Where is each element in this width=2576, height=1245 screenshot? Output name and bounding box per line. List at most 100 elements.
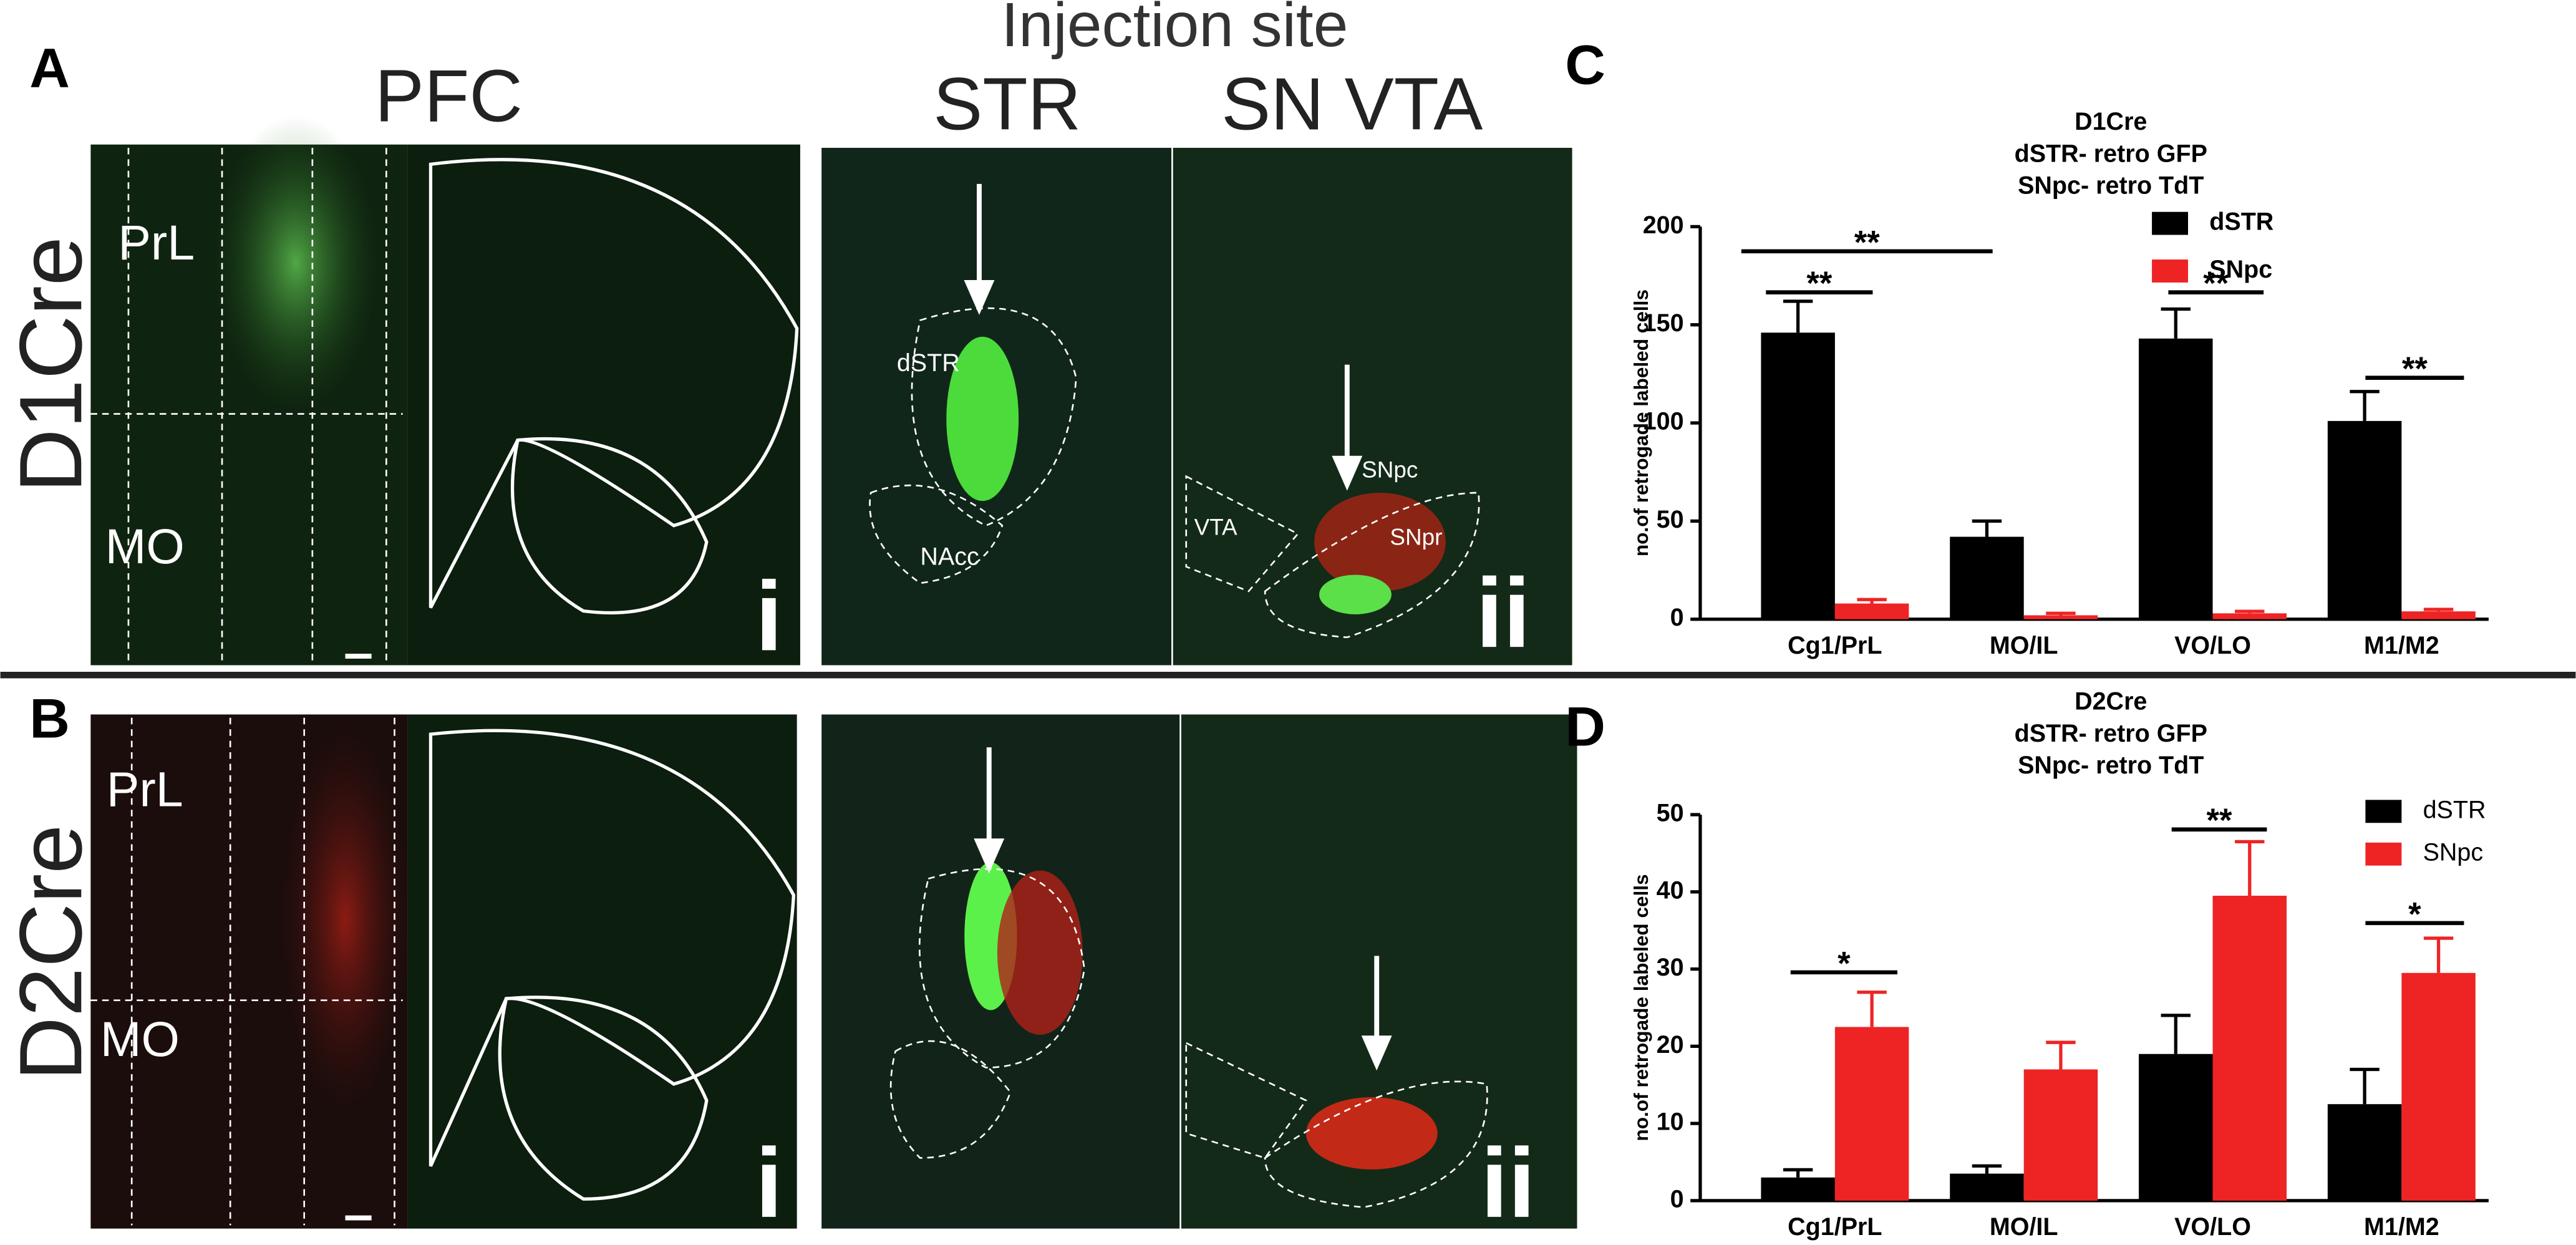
bar bbox=[2023, 1069, 2098, 1201]
bar bbox=[2327, 1104, 2402, 1201]
chart-title: SNpc- retro TdT bbox=[2018, 172, 2204, 200]
image-label: ii bbox=[1481, 1128, 1536, 1238]
column-header: SN VTA bbox=[1221, 64, 1483, 146]
chart-title: dSTR- retro GFP bbox=[2015, 720, 2207, 747]
bar bbox=[2212, 896, 2287, 1201]
significance-label: * bbox=[1838, 945, 1851, 982]
x-tick-label: MO/IL bbox=[1990, 632, 2058, 659]
error-bar bbox=[1972, 1164, 2002, 1174]
chart-title: D2Cre bbox=[2075, 687, 2147, 715]
bar bbox=[1761, 1177, 1835, 1201]
legend-label: SNpc bbox=[2209, 256, 2272, 283]
significance-label: ** bbox=[1854, 224, 1880, 261]
scale-bar bbox=[345, 1215, 372, 1221]
fluorescence bbox=[946, 336, 1019, 501]
error-bar bbox=[2235, 609, 2265, 614]
bar bbox=[2023, 615, 2098, 619]
y-axis-label: no.of retrogade labeled cells bbox=[1630, 289, 1652, 556]
arrow bbox=[964, 183, 1392, 1071]
legend-label: dSTR bbox=[2209, 208, 2273, 236]
image-label: PrL bbox=[107, 762, 183, 817]
error-bar bbox=[2046, 1040, 2076, 1070]
image-label: i bbox=[755, 561, 783, 671]
chart-title: D1Cre bbox=[2075, 108, 2147, 135]
y-tick-label: 0 bbox=[1670, 604, 1684, 631]
legend-swatch bbox=[2152, 259, 2189, 283]
bar bbox=[2139, 338, 2213, 619]
significance-label: ** bbox=[2402, 351, 2428, 387]
legend-swatch bbox=[2365, 842, 2402, 866]
bar bbox=[2212, 613, 2287, 619]
fluorescence bbox=[1319, 574, 1392, 614]
image-label: ii bbox=[1476, 558, 1531, 668]
x-tick-label: M1/M2 bbox=[2364, 632, 2439, 659]
x-tick-label: Cg1/PrL bbox=[1788, 1213, 1882, 1241]
image-label: dSTR bbox=[897, 349, 960, 377]
fluorescence bbox=[279, 722, 411, 1117]
panel-label: C bbox=[1565, 33, 1605, 95]
y-tick-label: 30 bbox=[1657, 954, 1684, 981]
error-bar bbox=[1857, 991, 1887, 1027]
error-bar bbox=[1857, 598, 1887, 604]
bar bbox=[1834, 603, 1909, 619]
y-tick-label: 0 bbox=[1670, 1185, 1684, 1213]
y-tick-label: 10 bbox=[1657, 1108, 1684, 1136]
micrograph bbox=[407, 714, 797, 1229]
bar bbox=[2139, 1054, 2213, 1201]
x-tick-label: MO/IL bbox=[1990, 1213, 2058, 1241]
y-tick-label: 20 bbox=[1657, 1031, 1684, 1058]
significance-label: ** bbox=[2207, 802, 2232, 839]
scale-bar bbox=[345, 654, 372, 659]
y-tick-label: 50 bbox=[1657, 506, 1684, 533]
panel-label: A bbox=[29, 37, 70, 99]
panel-label: D bbox=[1565, 695, 1605, 757]
error-bar bbox=[2161, 307, 2191, 339]
y-tick-label: 50 bbox=[1657, 800, 1684, 827]
image-label: MO bbox=[100, 1011, 180, 1067]
micrograph bbox=[407, 144, 800, 666]
legend-swatch bbox=[2365, 800, 2402, 823]
x-tick-label: VO/LO bbox=[2174, 632, 2251, 659]
error-bar bbox=[2423, 936, 2454, 973]
image-label: PrL bbox=[118, 215, 195, 270]
column-header: PFC bbox=[375, 56, 523, 138]
image-label: SNpc bbox=[1362, 457, 1418, 482]
error-bar bbox=[1972, 519, 2002, 537]
x-tick-label: Cg1/PrL bbox=[1788, 632, 1882, 659]
outline bbox=[429, 158, 799, 1201]
bar bbox=[2401, 972, 2476, 1201]
y-tick-label: 200 bbox=[1643, 211, 1684, 239]
chart-title: dSTR- retro GFP bbox=[2015, 140, 2207, 167]
error-bar bbox=[2350, 390, 2380, 421]
significance-label: ** bbox=[1806, 265, 1832, 302]
y-tick-label: 40 bbox=[1657, 876, 1684, 904]
image-label: i bbox=[755, 1128, 783, 1238]
legend-swatch bbox=[2152, 211, 2189, 235]
bar bbox=[1834, 1027, 1909, 1201]
region-outline bbox=[90, 147, 1488, 1226]
x-tick-label: VO/LO bbox=[2174, 1213, 2251, 1241]
legend-label: dSTR bbox=[2423, 796, 2486, 823]
error-bar bbox=[2423, 608, 2454, 612]
panel-label: B bbox=[29, 687, 70, 749]
y-tick-label: 150 bbox=[1643, 309, 1684, 337]
significance-label: ** bbox=[2203, 265, 2229, 302]
bar bbox=[1761, 332, 1835, 619]
bar bbox=[1950, 1173, 2024, 1201]
y-tick-label: 100 bbox=[1643, 407, 1684, 435]
error-bar bbox=[2235, 840, 2265, 896]
fluorescence bbox=[1314, 492, 1446, 591]
bar bbox=[2327, 420, 2402, 619]
error-bar bbox=[1783, 299, 1813, 333]
section-title: Injection site bbox=[1001, 0, 1348, 60]
error-bar bbox=[2350, 1067, 2380, 1105]
fluorescence bbox=[1305, 1097, 1438, 1170]
column-header: STR bbox=[933, 64, 1081, 146]
error-bar bbox=[2046, 611, 2076, 616]
bar bbox=[1950, 536, 2024, 619]
significance-label: * bbox=[2408, 896, 2421, 933]
row-label: D2Cre bbox=[1, 825, 100, 1081]
image-label: NAcc bbox=[920, 543, 979, 571]
